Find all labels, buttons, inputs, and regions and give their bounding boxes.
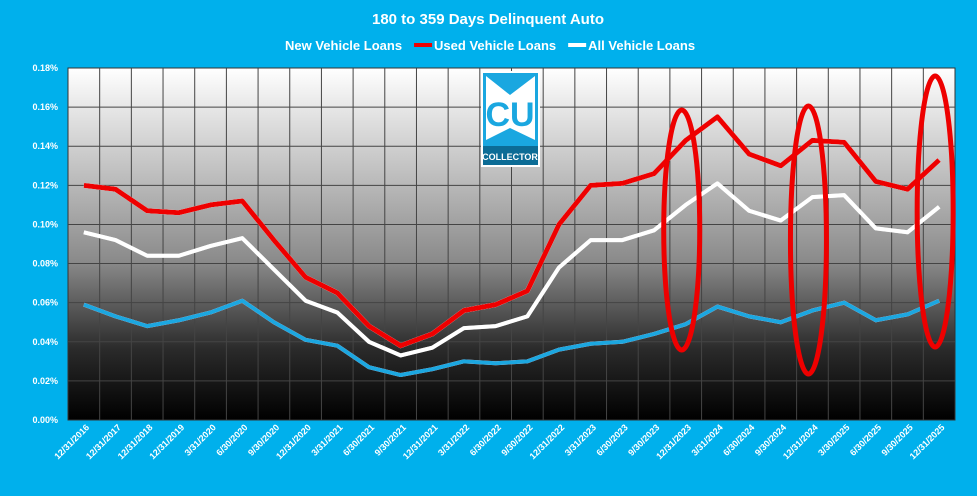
y-tick-label: 0.02% (32, 376, 58, 386)
x-tick-label: 3/30/2025 (816, 422, 851, 457)
legend-entry: Used Vehicle Loans (434, 38, 556, 53)
y-tick-label: 0.08% (32, 259, 58, 269)
x-tick-label: 6/30/2023 (594, 422, 629, 457)
y-tick-label: 0.14% (32, 141, 58, 151)
legend-entry: All Vehicle Loans (588, 38, 695, 53)
legend-entry: New Vehicle Loans (285, 38, 402, 53)
y-tick-label: 0.00% (32, 415, 58, 425)
x-tick-label: 6/30/2020 (214, 422, 249, 457)
y-tick-label: 0.10% (32, 219, 58, 229)
legend: New Vehicle Loans Used Vehicle Loans All V… (285, 38, 695, 53)
x-tick-label: 6/30/2022 (468, 422, 503, 457)
cu-collector-logo: CU COLLECTOR (481, 71, 540, 167)
x-tick-label: 3/31/2024 (689, 422, 724, 457)
highlight-ellipse (787, 103, 829, 377)
svg-text:COLLECTOR: COLLECTOR (482, 152, 538, 162)
chart-title: 180 to 359 Days Delinquent Auto (372, 11, 604, 28)
svg-text:CU: CU (485, 96, 534, 134)
x-tick-label: 6/30/2024 (721, 422, 756, 457)
y-tick-label: 0.16% (32, 102, 58, 112)
x-tick-label: 3/31/2021 (309, 422, 344, 457)
series-line-all-vehicle-loans (83, 181, 941, 358)
y-tick-label: 0.04% (32, 337, 58, 347)
x-tick-label: 3/31/2022 (436, 422, 471, 457)
x-tick-label: 3/31/2023 (563, 422, 598, 457)
x-tick-label: 3/31/2020 (183, 422, 218, 457)
highlight-ellipse (661, 107, 703, 353)
y-tick-label: 0.12% (32, 180, 58, 190)
series-line-new-vehicle-loans (83, 298, 940, 378)
x-tick-label: 6/30/2021 (341, 422, 376, 457)
y-tick-label: 0.18% (32, 63, 58, 73)
y-tick-label: 0.06% (32, 298, 58, 308)
highlight-ellipse (914, 73, 956, 350)
x-tick-label: 6/30/2025 (848, 422, 883, 457)
